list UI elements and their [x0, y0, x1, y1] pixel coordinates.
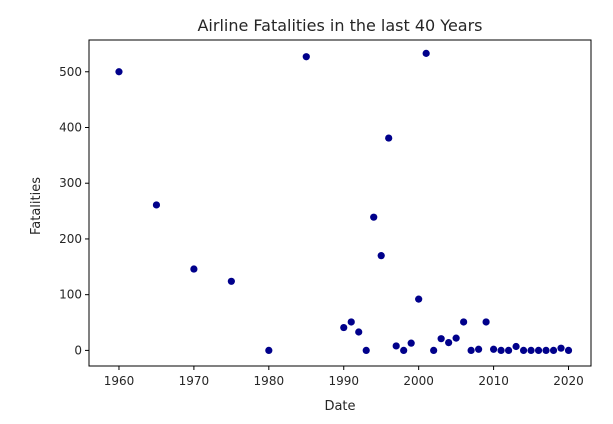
- data-point: [475, 345, 483, 353]
- data-point: [467, 346, 475, 354]
- plot-area: 1960 1970 1980 1990 2000 2010 2020 0 100 200 300 40…: [59, 39, 592, 388]
- data-point: [564, 346, 573, 354]
- data-point: [482, 318, 490, 326]
- data-point: [437, 335, 445, 343]
- data-point: [370, 213, 378, 221]
- data-point: [527, 346, 535, 354]
- y-axis-label: Fatalities: [29, 177, 44, 235]
- data-point: [415, 295, 423, 303]
- data-point: [340, 323, 348, 332]
- data-point: [407, 339, 415, 347]
- x-tick-label: 2000: [403, 374, 434, 388]
- x-tick-label: 1960: [104, 374, 135, 388]
- data-point: [542, 346, 550, 354]
- data-point: [362, 346, 370, 354]
- data-point: [504, 346, 513, 354]
- data-point: [489, 345, 498, 353]
- x-tick-label: 2010: [478, 374, 509, 388]
- data-point: [355, 328, 363, 336]
- data-point: [227, 277, 235, 285]
- y-axis-title: Fatalities: [29, 177, 44, 235]
- data-point: [557, 344, 565, 352]
- chart-title: Airline Fatalities in the last 40 Years: [197, 16, 482, 35]
- data-point: [452, 334, 460, 342]
- y-tick-label: 400: [59, 120, 82, 134]
- data-point: [549, 346, 558, 354]
- data-point: [347, 318, 355, 326]
- data-point: [534, 346, 543, 354]
- data-point: [392, 342, 400, 350]
- y-tick-label: 100: [59, 288, 82, 302]
- data-point: [115, 68, 123, 76]
- data-point: [302, 53, 310, 61]
- data-point: [377, 252, 385, 260]
- data-point: [400, 346, 408, 354]
- data-point: [422, 49, 430, 57]
- y-tick-label: 500: [59, 65, 82, 79]
- x-tick-label: 1980: [254, 374, 285, 388]
- data-point: [512, 342, 520, 351]
- data-point: [385, 134, 393, 142]
- y-tick-label: 300: [59, 176, 82, 190]
- data-point: [265, 346, 273, 354]
- data-point: [460, 318, 468, 326]
- x-tick-label: 1990: [328, 374, 359, 388]
- y-tick-label: 0: [74, 343, 82, 357]
- data-point: [497, 346, 505, 354]
- x-axis-label: Date: [324, 399, 355, 414]
- data-point: [430, 346, 438, 354]
- data-point: [519, 346, 528, 354]
- y-tick-label: 200: [59, 232, 82, 246]
- data-point: [190, 265, 198, 273]
- plot-frame: [88, 39, 592, 367]
- x-tick-label: 2020: [553, 374, 584, 388]
- x-tick-label: 1970: [179, 374, 210, 388]
- data-point: [152, 201, 161, 209]
- data-point: [445, 338, 453, 347]
